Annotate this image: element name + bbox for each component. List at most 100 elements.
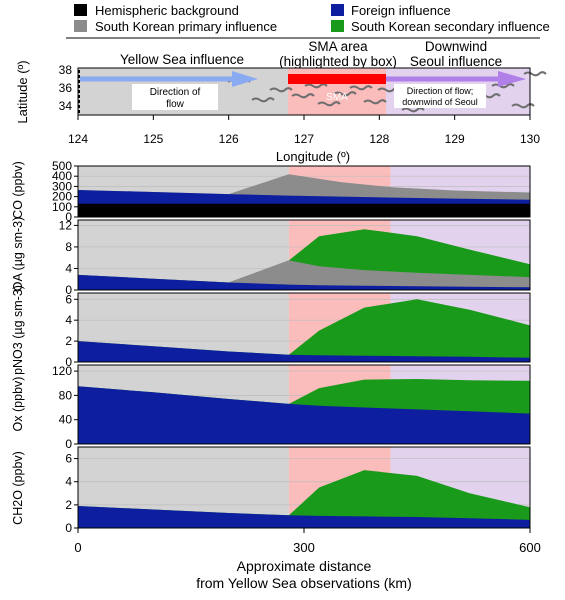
coast-segment	[523, 71, 547, 77]
y-axis-label: CO (ppbv)	[11, 161, 25, 219]
y-tick-label: 0	[65, 437, 72, 451]
map-lon-tick-label: 129	[445, 132, 465, 146]
sma-map-label: SMA	[326, 92, 348, 103]
y-tick-label: 300	[52, 179, 72, 193]
y-tick-label: 0	[65, 210, 72, 224]
legend-swatch-background	[74, 4, 87, 16]
downwind-label-line1: Direction of flow;	[407, 86, 474, 96]
area-foreign	[78, 386, 530, 444]
coast-segment	[317, 101, 341, 107]
y-tick-label: 120	[52, 364, 72, 378]
chart-panel-1: 0 4 8 12 OA (µg sm-3)	[11, 217, 531, 297]
coast-segment	[401, 107, 425, 113]
region-label-downwind-line1: Downwind	[425, 39, 487, 54]
sma-bar	[288, 74, 386, 84]
chart-panel-2: 0 2 4 6 pNO3 (µg sm-3)	[11, 285, 531, 375]
flow-label-box	[132, 84, 218, 110]
map-ylabel: Latitude (º)	[15, 60, 30, 123]
flow-label-line2: flow	[166, 99, 185, 110]
panel-frame	[77, 364, 531, 445]
legend-label-background: Hemispheric background	[95, 3, 239, 18]
x-tick-label: 300	[293, 540, 315, 555]
y-tick-label: 2	[65, 334, 72, 348]
area-foreign	[78, 274, 530, 290]
coast-segment	[304, 83, 328, 89]
x-axis-label-line1: Approximate distance	[237, 558, 372, 574]
legend-swatch-secondary	[331, 20, 344, 32]
map-lon-tick-label: 126	[219, 132, 239, 146]
x-tick-label: 600	[519, 540, 541, 555]
area-secondary	[78, 299, 530, 362]
y-tick-label: 40	[59, 413, 73, 427]
y-tick-label: 4	[65, 313, 72, 327]
flow-arrow-head	[232, 71, 258, 87]
region-label-sma-line2: (highlighted by box)	[279, 54, 397, 69]
y-axis-label: Ox (ppbv)	[11, 377, 25, 432]
y-tick-label: 8	[65, 240, 72, 254]
y-tick-label: 0	[65, 355, 72, 369]
downwind-label-line2: downwind of Seoul	[402, 97, 478, 107]
legend-swatch-foreign	[331, 4, 344, 16]
legend-label-secondary: South Korean secondary influence	[351, 19, 550, 34]
y-tick-label: 2	[65, 498, 72, 512]
legend-label-primary: South Korean primary influence	[95, 19, 277, 34]
map-lon-tick-label: 128	[369, 132, 389, 146]
coast-segment	[491, 83, 515, 89]
y-tick-label: 0	[65, 521, 72, 535]
y-tick-label: 6	[65, 292, 72, 306]
y-tick-label: 400	[52, 169, 72, 183]
chart-panel-4: 0 2 4 6 CH2O (ppbv)	[11, 446, 531, 535]
area-background	[78, 203, 530, 217]
map-lon-tick-label: 130	[520, 132, 540, 146]
x-tick-label: 0	[74, 540, 81, 555]
panel-frame	[77, 165, 531, 218]
map-lon-ticks: 124 125 126 127 128 129 130	[68, 115, 540, 146]
coast-segment	[511, 103, 535, 109]
y-axis-label: OA (µg sm-3)	[11, 217, 25, 292]
map-lon-tick-label: 127	[294, 132, 314, 146]
coast-segment	[349, 85, 373, 91]
y-tick-label: 0	[65, 283, 72, 297]
x-axis-label-line2: from Yellow Sea observations (km)	[196, 575, 412, 591]
region-label-sma-line1: SMA area	[308, 39, 368, 54]
panel-frame	[77, 292, 531, 363]
y-axis-label: CH2O (ppbv)	[11, 451, 25, 525]
y-tick-label: 12	[59, 218, 73, 232]
map-lat-tick-38: 38	[59, 63, 73, 77]
downwind-label-box	[394, 84, 486, 108]
y-tick-label: 4	[65, 261, 72, 275]
y-tick-label: 6	[65, 452, 72, 466]
y-axis-label: pNO3 (µg sm-3)	[11, 285, 25, 375]
map-lat-tick-36: 36	[59, 81, 73, 95]
bottom-axis: 0 300 600	[74, 528, 541, 555]
coast-segment	[333, 91, 357, 97]
map-xlabel: Longitude (º)	[276, 149, 350, 164]
coast-segment	[251, 97, 275, 103]
map-panel: Direction of flow SMA Direction of flow;…	[15, 60, 547, 164]
y-tick-label: 200	[52, 190, 72, 204]
flow-label-line1: Direction of	[150, 87, 201, 98]
map-lon-tick-label: 124	[68, 132, 88, 146]
panel-frame	[77, 219, 531, 291]
y-tick-label: 500	[52, 159, 72, 173]
area-foreign	[78, 341, 530, 362]
map-lat-tick-34: 34	[59, 99, 73, 113]
downwind-arrow-head	[498, 71, 526, 87]
y-tick-label: 4	[65, 475, 72, 489]
map-lon-tick-label: 125	[143, 132, 163, 146]
coast-segment	[269, 87, 293, 93]
legend-swatch-primary	[74, 20, 87, 32]
y-tick-label: 80	[59, 388, 73, 402]
legend-label-foreign: Foreign influence	[351, 3, 451, 18]
legend: Hemispheric background Foreign influence…	[66, 3, 550, 39]
chart-panel-3: 0 40 80 120 Ox (ppbv)	[11, 364, 531, 451]
y-tick-label: 100	[52, 200, 72, 214]
coast-segment	[363, 99, 387, 105]
region-label-yellow-sea: Yellow Sea influence	[120, 52, 244, 67]
region-label-downwind-line2: Seoul influence	[410, 54, 502, 69]
area-foreign	[78, 506, 530, 528]
coast-segment	[291, 93, 315, 99]
